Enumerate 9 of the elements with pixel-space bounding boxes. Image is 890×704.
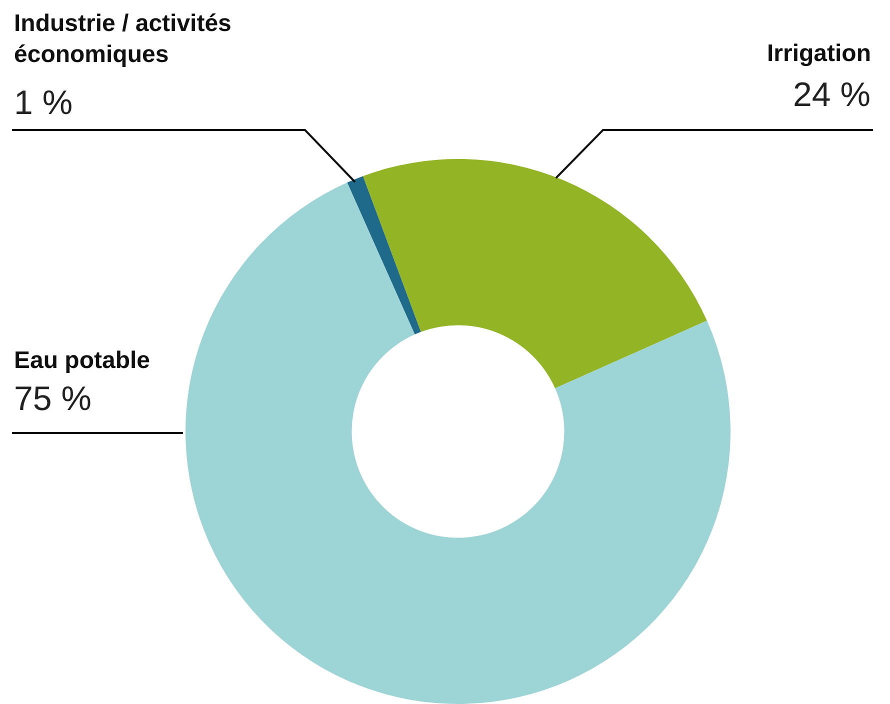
data-label: 75 % (14, 380, 92, 418)
data-label: 24 % (793, 76, 870, 114)
donut-slice (186, 182, 730, 704)
donut-slice (363, 159, 707, 388)
slice-label: Eau potable (14, 347, 150, 374)
slice-label: Industrie / activités économiques (14, 10, 232, 68)
slice-label: Irrigation (767, 40, 872, 67)
donut-slice (347, 176, 421, 334)
data-label: 1 % (14, 84, 73, 122)
